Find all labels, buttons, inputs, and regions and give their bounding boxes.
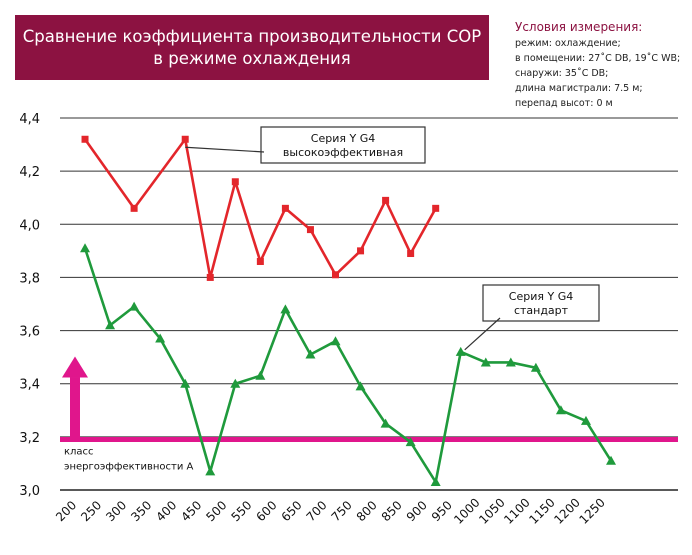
- condition-pipe-length: длина магистрали: 7.5 м;: [515, 83, 643, 94]
- callout-pointer-0: [185, 146, 265, 153]
- x-tick-label-13: 850: [379, 498, 405, 524]
- callout-text-1-line-1: Серия Y G4: [509, 290, 573, 303]
- y-tick-label-6: 4,2: [19, 165, 40, 180]
- series-0-point-10: [382, 196, 390, 204]
- series-1-point-4: [180, 378, 191, 388]
- series-0-point-4: [231, 178, 239, 186]
- y-tick-label-3: 3,6: [19, 325, 40, 340]
- chart-title-line-2: в режиме охлаждения: [153, 48, 351, 68]
- x-tick-label-5: 450: [178, 498, 204, 524]
- energy-class-label-line-1: класс: [64, 447, 94, 458]
- series-1-point-19: [555, 405, 566, 415]
- series-1-point-3: [155, 333, 166, 343]
- callout-text-1-line-2: стандарт: [514, 304, 569, 317]
- series-0-point-11: [407, 250, 415, 258]
- energy-class-arrow-head: [62, 356, 88, 378]
- series-0-point-1: [130, 204, 138, 212]
- series-0-point-7: [306, 226, 314, 234]
- series-1-point-16: [480, 357, 491, 367]
- x-tick-label-3: 350: [128, 498, 154, 524]
- chart-title-line-1: Сравнение коэффициента производительност…: [22, 26, 482, 46]
- x-tick-label-16: 1000: [451, 495, 482, 526]
- series-0-point-3: [206, 273, 214, 281]
- series-1-point-7: [255, 370, 266, 380]
- series-1-point-20: [580, 415, 591, 425]
- chart-title-banner: Сравнение коэффициента производительност…: [15, 15, 489, 80]
- x-tick-label-11: 750: [329, 498, 355, 524]
- y-tick-label-0: 3,0: [19, 484, 40, 499]
- x-tick-label-20: 1200: [551, 495, 582, 526]
- y-tick-label-5: 4,0: [19, 218, 40, 233]
- x-tick-label-12: 800: [354, 498, 380, 524]
- series-1-point-18: [530, 362, 541, 372]
- x-tick-label-4: 400: [153, 498, 179, 524]
- series-0-point-0: [81, 135, 89, 143]
- series-0-point-8: [331, 271, 339, 279]
- series-1-point-6: [230, 378, 241, 388]
- series-0-point-9: [357, 247, 365, 255]
- callout-text-0-line-2: высокоэффективная: [283, 146, 403, 159]
- y-tick-label-1: 3,2: [19, 431, 40, 446]
- x-tick-label-0: 200: [53, 498, 79, 524]
- series-1-point-13: [405, 437, 416, 447]
- series-0-point-5: [256, 257, 264, 265]
- series-0-point-12: [432, 204, 440, 212]
- series-1-point-1: [105, 320, 116, 330]
- y-tick-label-7: 4,4: [19, 112, 40, 127]
- series-1-point-11: [355, 381, 366, 391]
- series-0-point-6: [281, 204, 289, 212]
- condition-outdoor: снаружи: 35˚C DB;: [515, 68, 609, 79]
- x-tick-label-14: 900: [404, 498, 430, 524]
- series-1-point-8: [280, 304, 291, 314]
- series-0-point-2: [181, 135, 189, 143]
- y-tick-label-2: 3,4: [19, 378, 40, 393]
- conditions-heading: Условия измерения:: [515, 20, 643, 34]
- series-1-point-14: [430, 477, 441, 487]
- series-1-point-2: [129, 301, 140, 311]
- x-tick-label-8: 600: [254, 498, 280, 524]
- series-1-point-5: [205, 466, 216, 476]
- energy-class-arrow-shaft: [70, 377, 80, 440]
- x-tick-label-6: 500: [203, 498, 229, 524]
- x-tick-label-15: 950: [429, 498, 455, 524]
- x-tick-label-17: 1050: [476, 495, 507, 526]
- y-tick-label-4: 3,8: [19, 271, 40, 286]
- energy-class-label-line-2: энергоэффективности А: [64, 462, 194, 473]
- series-1-point-15: [455, 346, 466, 356]
- x-tick-label-1: 250: [78, 498, 104, 524]
- x-tick-label-9: 650: [279, 498, 305, 524]
- x-tick-label-2: 300: [103, 498, 129, 524]
- condition-height-difference: перепад высот: 0 м: [515, 98, 613, 109]
- condition-indoor: в помещении: 27˚C DB, 19˚C WB;: [515, 53, 681, 64]
- series-1-point-12: [380, 418, 391, 428]
- callout-text-0-line-1: Серия Y G4: [311, 132, 375, 145]
- x-tick-label-10: 700: [304, 498, 330, 524]
- series-1-point-21: [606, 455, 617, 465]
- condition-mode: режим: охлаждение;: [515, 38, 621, 49]
- series-1-point-10: [330, 336, 341, 346]
- x-tick-label-19: 1150: [526, 495, 557, 526]
- series-1-point-9: [305, 349, 316, 359]
- callout-box-1: [482, 284, 600, 322]
- callout-pointer-1: [464, 317, 501, 351]
- series-1-point-0: [80, 243, 91, 253]
- x-tick-label-18: 1100: [501, 495, 532, 526]
- x-tick-label-7: 550: [228, 498, 254, 524]
- series-1-line: [83, 247, 613, 484]
- measurement-conditions: Условия измерения: режим: охлаждение; в …: [515, 20, 690, 111]
- series-1-point-17: [505, 357, 516, 367]
- x-tick-label-21: 1250: [576, 495, 607, 526]
- callout-box-0: [260, 126, 426, 164]
